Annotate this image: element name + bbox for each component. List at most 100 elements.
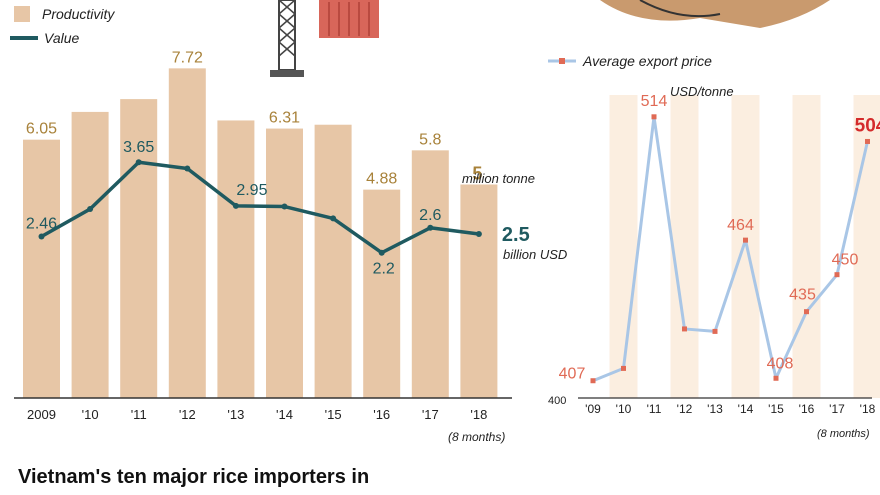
value-data-label: 3.65 bbox=[123, 139, 154, 156]
productivity-bar bbox=[266, 128, 303, 399]
price-data-label: 407 bbox=[559, 366, 586, 383]
price-point bbox=[804, 309, 809, 315]
x-tick-label: '14 bbox=[276, 407, 293, 422]
price-point bbox=[651, 114, 657, 120]
rice-bowl-illustration bbox=[600, 0, 830, 28]
legend-marker-price bbox=[559, 58, 565, 64]
left-legend: Productivity Value bbox=[10, 6, 115, 46]
price-point bbox=[834, 272, 840, 278]
x-tick-label: 2009 bbox=[27, 407, 56, 422]
productivity-bar bbox=[460, 184, 498, 398]
price-data-label: 408 bbox=[767, 355, 794, 372]
price-labels-group: 407 514 464 408 435 450 504 bbox=[559, 93, 880, 383]
y-axis-400-label: 400 bbox=[548, 395, 566, 407]
right-x-tick-label: '16 bbox=[799, 402, 815, 416]
price-point bbox=[621, 365, 626, 371]
value-point bbox=[427, 224, 434, 231]
x-tick-label: '17 bbox=[422, 407, 439, 422]
price-point bbox=[712, 328, 718, 334]
price-data-label: 514 bbox=[641, 93, 668, 110]
legend-swatch-productivity bbox=[14, 6, 30, 22]
value-point bbox=[475, 231, 482, 237]
x-tick-label: '11 bbox=[131, 407, 147, 422]
value-data-label: 2.5 bbox=[502, 224, 530, 246]
container-illustration bbox=[319, 0, 379, 38]
right-x-tick-label: '09 bbox=[585, 402, 601, 416]
productivity-unit-label: million tonne bbox=[462, 171, 535, 186]
year-band bbox=[670, 95, 699, 398]
x-tick-label: '12 bbox=[179, 407, 196, 422]
price-line bbox=[592, 115, 869, 383]
price-point bbox=[590, 378, 596, 384]
productivity-bar bbox=[71, 111, 109, 398]
right-legend: Average export price bbox=[548, 53, 712, 69]
productivity-data-label: 6.05 bbox=[26, 121, 57, 138]
productivity-bar bbox=[314, 124, 352, 398]
productivity-bar bbox=[217, 120, 255, 398]
value-labels-group: 2.46 3.65 2.95 2.2 2.6 2.5 bbox=[26, 139, 530, 277]
value-data-label: 2.95 bbox=[236, 182, 267, 199]
legend-label-productivity: Productivity bbox=[42, 6, 115, 22]
right-x-tick-label: '11 bbox=[647, 402, 662, 416]
value-line-group bbox=[38, 159, 482, 256]
price-point bbox=[682, 326, 687, 332]
price-point bbox=[743, 237, 748, 243]
productivity-data-label: 6.31 bbox=[269, 110, 300, 127]
value-point bbox=[135, 159, 142, 166]
price-unit-label: USD/tonne bbox=[670, 84, 734, 99]
productivity-data-label: 4.88 bbox=[366, 171, 397, 188]
price-data-label: 450 bbox=[832, 252, 859, 269]
value-point bbox=[38, 233, 45, 240]
right-x-tick-labels: '09 '10 '11 '12 '13 '14 '15 '16 '17 '18 bbox=[585, 402, 875, 416]
right-x-tick-label: '14 bbox=[738, 402, 754, 416]
left-period-note: (8 months) bbox=[448, 430, 505, 444]
value-point bbox=[330, 215, 337, 222]
bar-labels-group: 6.05 7.72 6.31 4.88 5.8 5 bbox=[26, 49, 482, 187]
x-tick-label: '18 bbox=[470, 407, 487, 422]
right-x-tick-label: '12 bbox=[677, 402, 693, 416]
x-tick-label: '16 bbox=[373, 407, 390, 422]
header-illustrations bbox=[270, 0, 830, 77]
year-band bbox=[609, 95, 638, 398]
productivity-data-label: 5.8 bbox=[419, 131, 441, 148]
productivity-bar bbox=[363, 189, 401, 398]
right-x-tick-label: '10 bbox=[616, 402, 632, 416]
right-period-note: (8 months) bbox=[817, 428, 870, 440]
price-data-label: 435 bbox=[789, 287, 816, 304]
importers-section-title: Vietnam's ten major rice importers in bbox=[18, 466, 370, 488]
value-point bbox=[281, 203, 288, 210]
value-point bbox=[87, 206, 94, 213]
legend-label-value: Value bbox=[44, 30, 80, 46]
value-unit-label: billion USD bbox=[503, 247, 567, 262]
price-line-group bbox=[590, 114, 870, 384]
x-tick-label: '13 bbox=[227, 407, 244, 422]
bars-group bbox=[23, 68, 498, 399]
x-tick-label: '10 bbox=[82, 407, 99, 422]
productivity-bar bbox=[168, 68, 206, 398]
x-tick-label: '15 bbox=[325, 407, 342, 422]
productivity-bar bbox=[120, 99, 158, 398]
price-point bbox=[865, 138, 870, 144]
productivity-bar bbox=[411, 150, 449, 398]
right-x-tick-label: '13 bbox=[707, 402, 723, 416]
right-x-tick-label: '18 bbox=[860, 402, 876, 416]
value-point bbox=[184, 165, 191, 172]
year-band bbox=[792, 95, 821, 398]
price-data-label: 504 bbox=[855, 115, 880, 136]
price-point bbox=[773, 375, 779, 381]
productivity-data-label: 5 bbox=[472, 164, 482, 184]
price-data-label: 464 bbox=[727, 217, 754, 234]
value-data-label: 2.46 bbox=[26, 215, 57, 232]
productivity-bar bbox=[23, 139, 60, 399]
x-tick-labels: 2009 '10 '11 '12 '13 '14 '15 '16 '17 '18 bbox=[27, 407, 487, 422]
productivity-data-label: 7.72 bbox=[172, 49, 203, 66]
export-price-chart: Average export price 407 514 464 408 435 450 5… bbox=[548, 53, 880, 440]
value-data-label: 2.2 bbox=[373, 261, 395, 278]
value-data-label: 2.6 bbox=[419, 207, 441, 224]
right-x-tick-label: '15 bbox=[768, 402, 784, 416]
crane-illustration bbox=[270, 0, 304, 77]
production-value-chart: Productivity Value 6.057.726.314.885.85 … bbox=[10, 6, 567, 444]
value-line bbox=[40, 160, 480, 255]
right-x-tick-label: '17 bbox=[829, 402, 845, 416]
value-point bbox=[232, 202, 239, 209]
